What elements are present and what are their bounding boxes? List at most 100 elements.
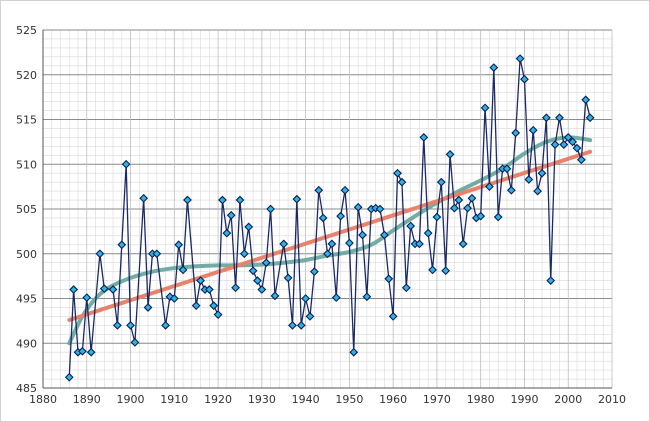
data-point-marker: [178, 265, 188, 275]
y-tick-label: 495: [16, 293, 37, 306]
data-point-marker: [183, 195, 192, 205]
data-point-marker: [121, 159, 131, 169]
data-point-marker: [559, 140, 569, 149]
data-point-marker: [454, 195, 464, 205]
data-point-marker: [318, 213, 328, 223]
data-point-marker: [533, 186, 542, 196]
data-point-marker: [218, 195, 227, 205]
y-tick-label: 510: [16, 158, 37, 171]
data-point-marker: [126, 320, 135, 330]
data-point-marker: [489, 63, 499, 72]
data-point-marker: [196, 276, 205, 285]
data-point-marker: [143, 303, 153, 312]
x-tick-label: 1970: [423, 393, 451, 406]
data-point-marker: [450, 203, 459, 213]
data-point-marker: [493, 212, 503, 222]
data-point-marker: [419, 133, 429, 142]
data-point-marker: [568, 137, 577, 147]
data-point-marker: [511, 128, 521, 138]
data-point-marker: [537, 168, 547, 178]
data-point-marker: [380, 230, 389, 240]
x-tick-label: 1950: [335, 393, 363, 406]
data-point-marker: [353, 202, 363, 212]
data-point-marker: [314, 185, 324, 195]
data-point-marker: [476, 211, 486, 221]
data-point-marker: [428, 265, 437, 275]
data-point-marker: [261, 258, 271, 268]
data-point-marker: [305, 312, 315, 321]
data-point-marker: [113, 320, 122, 330]
x-tick-label: 1890: [73, 393, 101, 406]
x-tick-label: 1880: [29, 393, 57, 406]
data-point-marker: [432, 212, 442, 222]
y-tick-label: 505: [16, 203, 37, 216]
data-point-marker: [331, 293, 341, 302]
data-point-marker: [257, 285, 267, 294]
data-point-marker: [445, 150, 455, 159]
data-point-marker: [95, 249, 105, 259]
data-point-marker: [78, 346, 87, 356]
data-point-marker: [441, 266, 451, 276]
data-point-marker: [384, 274, 394, 284]
data-point-marker: [463, 203, 472, 213]
tick-labels: 485 490 495 500 505 510 515 520 525 1880 1890 1900 1…: [16, 24, 626, 406]
y-tick-label: 520: [16, 69, 37, 82]
data-point-marker: [349, 347, 359, 357]
data-point-marker: [546, 276, 556, 285]
data-point-marker: [117, 240, 127, 250]
data-point-marker: [415, 239, 424, 249]
data-point-marker: [550, 140, 560, 149]
data-point-marker: [563, 133, 573, 142]
data-point-marker: [541, 113, 551, 123]
x-tick-label: 1930: [248, 393, 276, 406]
x-tick-label: 2010: [598, 393, 626, 406]
data-point-marker: [174, 240, 184, 250]
data-point-marker: [323, 249, 332, 259]
data-point-marker: [406, 221, 416, 231]
data-point-marker: [480, 103, 490, 113]
data-point-marker: [270, 291, 280, 301]
data-point-marker: [204, 285, 214, 294]
data-point-marker: [235, 195, 245, 205]
data-point-marker: [336, 211, 346, 221]
data-point-marker: [528, 125, 538, 135]
grid: [42, 29, 613, 389]
data-point-marker: [82, 293, 92, 302]
data-point-marker: [520, 74, 529, 84]
data-point-marker: [108, 285, 118, 294]
data-point-marker: [296, 320, 306, 330]
x-tick-label: 1990: [510, 393, 538, 406]
data-point-marker: [515, 54, 525, 64]
data-point-marker: [555, 113, 564, 123]
x-tick-label: 2000: [554, 393, 582, 406]
data-point-marker: [358, 230, 367, 240]
data-point-marker: [301, 294, 310, 303]
data-point-marker: [393, 168, 402, 178]
data-point-marker: [397, 177, 407, 187]
data-point-marker: [283, 273, 293, 283]
x-tick-label: 1900: [117, 393, 145, 406]
data-point-marker: [231, 283, 240, 293]
x-tick-label: 1940: [292, 393, 320, 406]
data-point-marker: [506, 185, 516, 195]
data-point-marker: [467, 193, 477, 203]
data-point-marker: [375, 204, 385, 214]
data-point-marker: [139, 193, 149, 203]
data-point-marker: [161, 320, 170, 330]
data-point-marker: [362, 292, 372, 302]
data-point-marker: [209, 301, 219, 311]
data-point-marker: [169, 294, 179, 303]
data-point-marker: [253, 276, 262, 285]
x-tick-label: 1980: [467, 393, 495, 406]
x-tick-label: 1920: [204, 393, 232, 406]
data-point-marker: [423, 228, 433, 238]
y-tick-label: 490: [16, 337, 37, 350]
data-point-marker: [266, 204, 275, 214]
data-point-marker: [191, 301, 201, 311]
data-point-marker: [69, 285, 79, 294]
data-point-marker: [292, 194, 302, 204]
data-point-marker: [436, 177, 446, 187]
